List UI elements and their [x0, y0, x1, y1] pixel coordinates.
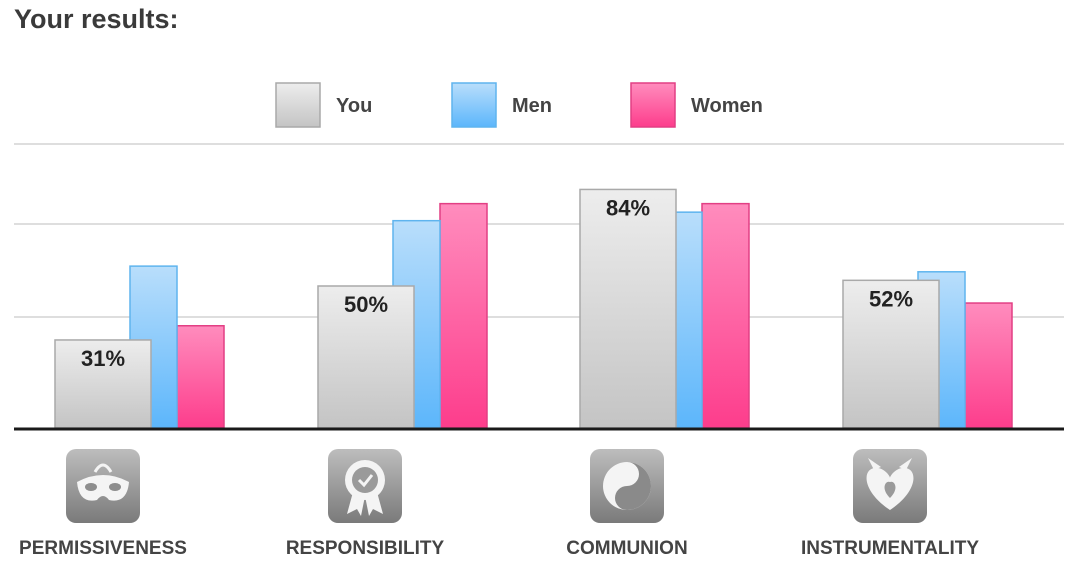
bars: 31% 50% 84% 52% [54, 188, 1013, 429]
mask-icon [66, 449, 140, 523]
category-label-permissiveness: PERMISSIVENESS [19, 538, 187, 559]
legend-swatch-you [275, 82, 321, 128]
bar-women-permissiveness [176, 325, 225, 429]
legend: You Men Women [275, 82, 763, 128]
category-label-instrumentality: INSTRUMENTALITY [801, 538, 979, 559]
legend-label-men: Men [512, 95, 552, 117]
legend-swatch-men [451, 82, 497, 128]
bar-women-responsibility [439, 202, 488, 429]
bar-value-label: 52% [869, 286, 913, 311]
devil-heart-icon [853, 449, 927, 523]
yin-yang-icon [590, 449, 664, 523]
bar-value-label: 31% [81, 346, 125, 371]
bar-women-instrumentality [964, 302, 1013, 429]
bar-you-responsibility [317, 285, 415, 429]
legend-label-women: Women [691, 95, 763, 117]
category-label-responsibility: RESPONSIBILITY [286, 538, 445, 559]
category-icons [66, 449, 927, 523]
bar-value-label: 84% [606, 195, 650, 220]
bar-you-permissiveness [54, 339, 152, 429]
legend-swatch-women [630, 82, 676, 128]
badge-icon [328, 449, 402, 523]
bar-value-label: 50% [344, 292, 388, 317]
bar-women-communion [701, 202, 750, 429]
category-labels: PERMISSIVENESS RESPONSIBILITY COMMUNION INS… [19, 538, 979, 559]
category-label-communion: COMMUNION [566, 538, 687, 559]
page-title: Your results: [14, 4, 179, 34]
bar-you-instrumentality [842, 279, 940, 429]
bar-you-communion [579, 188, 677, 429]
legend-label-you: You [336, 95, 372, 117]
